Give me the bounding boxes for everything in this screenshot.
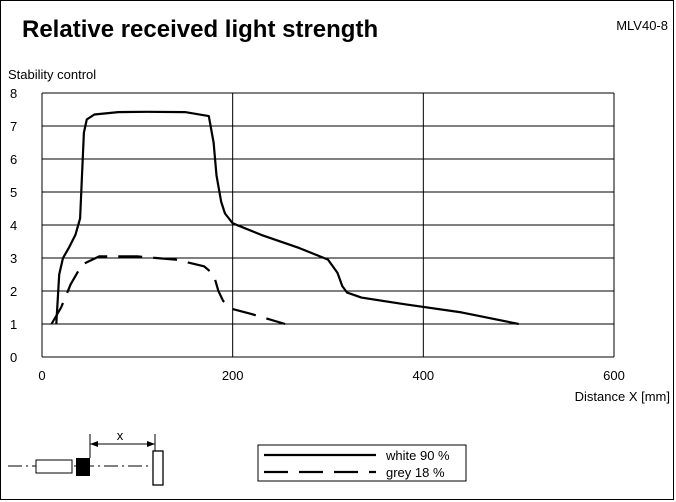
tick-labels: 0 1 2 3 4 5 6 7 8 0 200 400 600 [10, 86, 625, 383]
model-label: MLV40-8 [616, 18, 668, 33]
y-tick-label: 0 [10, 350, 17, 365]
y-tick-label: 4 [10, 218, 17, 233]
y-tick-label: 8 [10, 86, 17, 101]
series-line-1 [50, 255, 286, 326]
distance-label: x [117, 428, 124, 443]
sensor-lens [76, 458, 90, 476]
y-tick-label: 3 [10, 251, 17, 266]
chart-title: Relative received light strength [22, 16, 379, 43]
x-tick-label: 400 [412, 368, 434, 383]
y-tick-label: 1 [10, 317, 17, 332]
target-reflector [152, 450, 164, 486]
y-axis-label: Stability control [8, 67, 96, 82]
legend-label-grey: grey 18 % [386, 465, 445, 480]
y-tick-label: 5 [10, 185, 17, 200]
x-tick-label: 600 [603, 368, 625, 383]
sensor-body [35, 459, 73, 474]
y-tick-label: 7 [10, 119, 17, 134]
sensor-diagram: x [8, 428, 164, 486]
legend: white 90 % grey 18 % [257, 444, 467, 482]
series-line-0 [55, 110, 519, 326]
x-axis-label: Distance X [mm] [575, 389, 670, 404]
legend-label-white: white 90 % [385, 448, 450, 463]
y-tick-label: 2 [10, 284, 17, 299]
grid [41, 92, 615, 358]
x-tick-label: 200 [222, 368, 244, 383]
arrow-head-right-icon [147, 441, 155, 447]
series-lines [50, 110, 519, 326]
arrow-head-left-icon [90, 441, 98, 447]
legend-box [257, 444, 467, 482]
x-tick-label: 0 [38, 368, 45, 383]
y-tick-label: 6 [10, 152, 17, 167]
